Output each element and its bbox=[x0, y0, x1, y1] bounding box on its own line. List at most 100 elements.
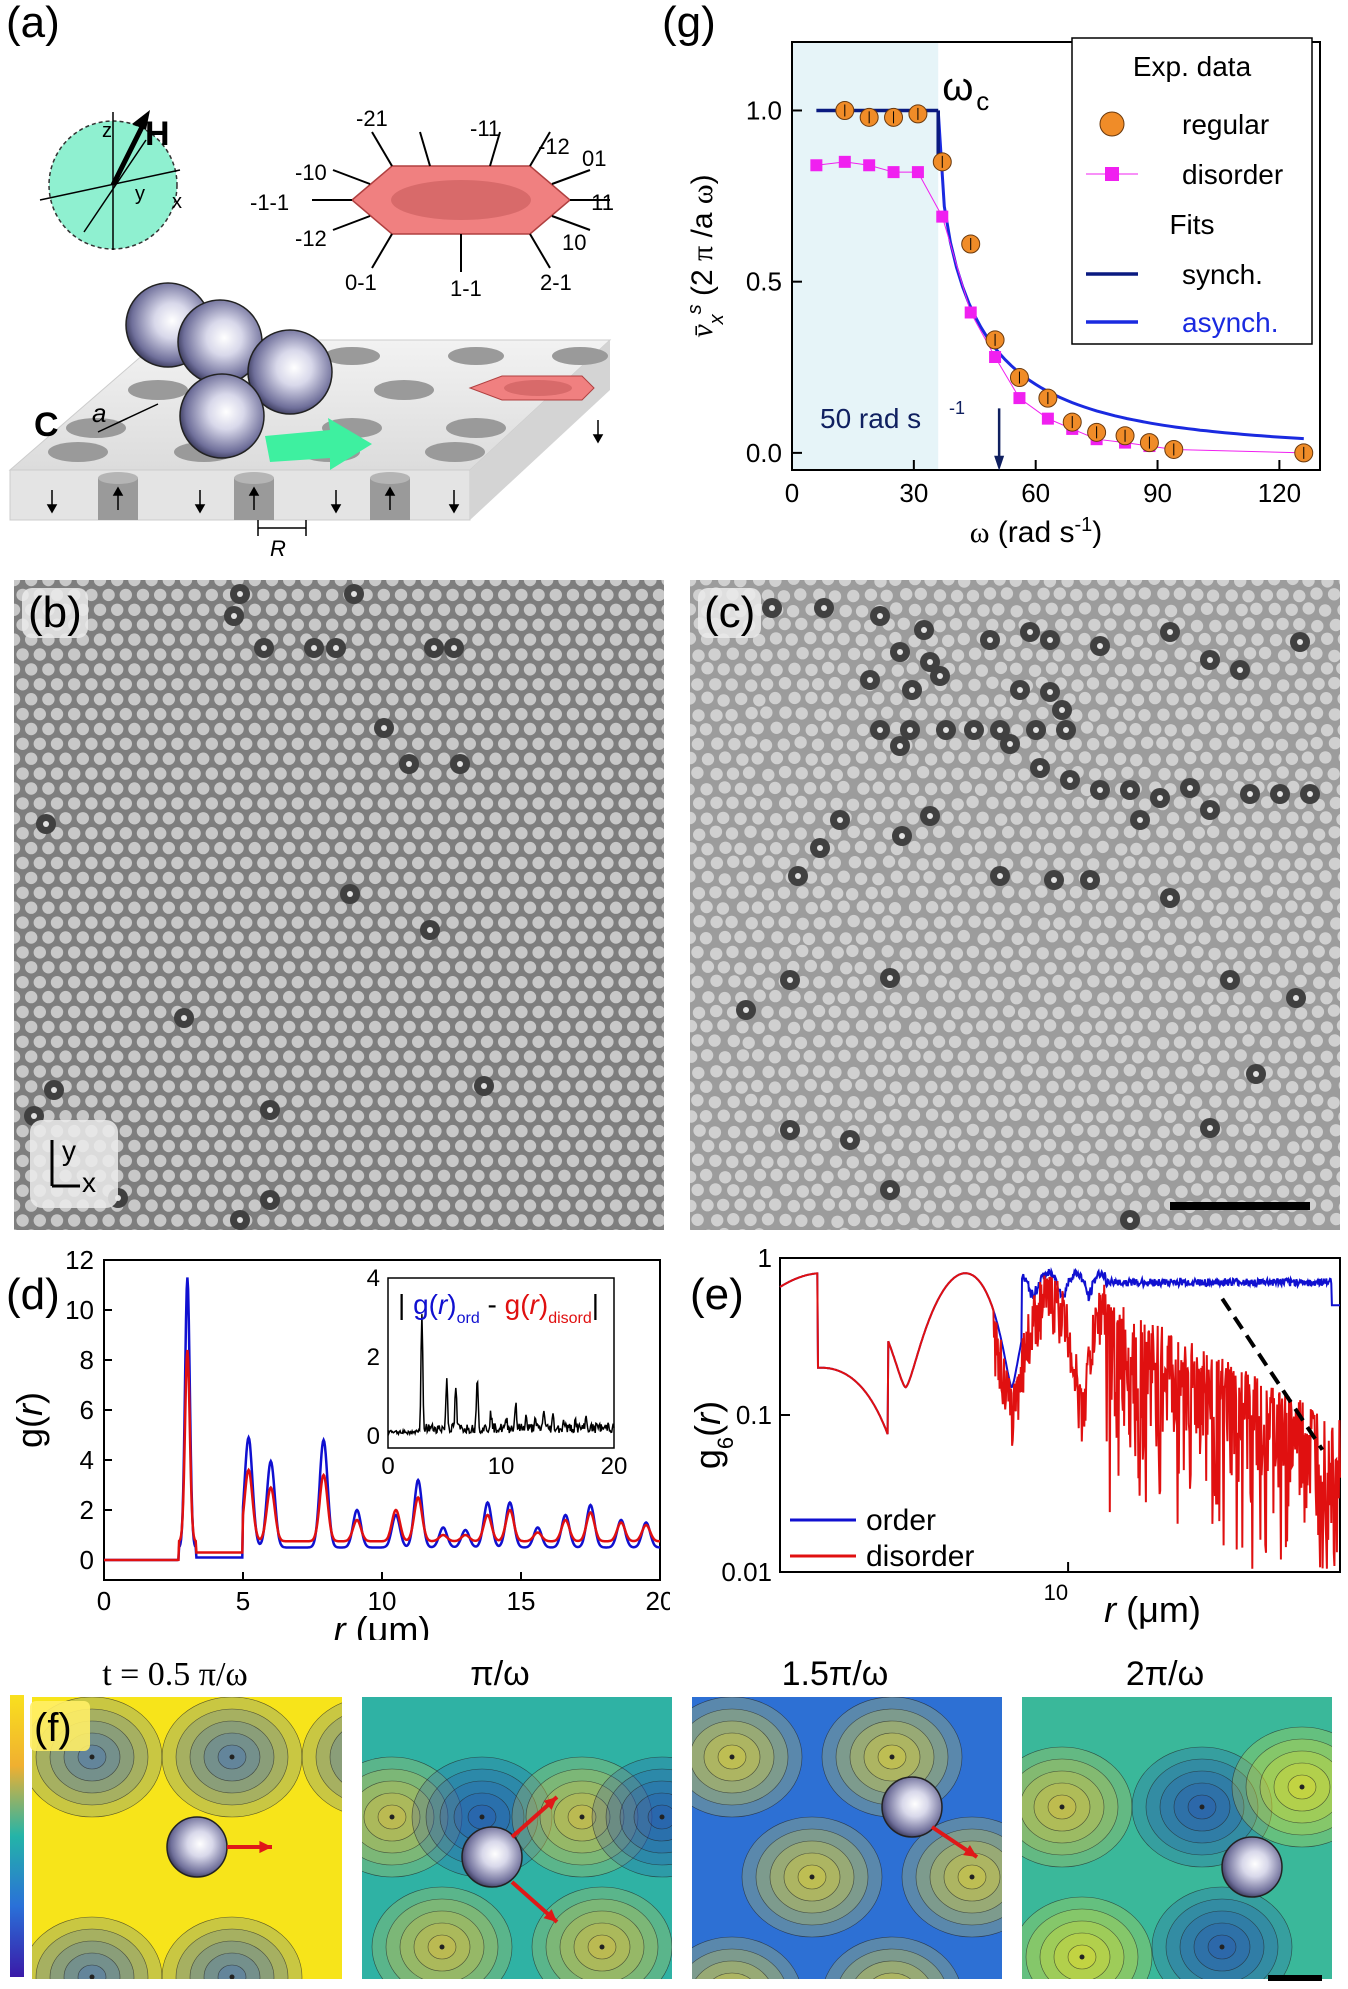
panel-label-g: (g) bbox=[662, 0, 716, 47]
y-tick-label: 2 bbox=[80, 1495, 94, 1525]
disorder-point bbox=[838, 155, 851, 168]
svg-text:-10: -10 bbox=[295, 160, 327, 185]
x-tick-label: 0 bbox=[97, 1586, 111, 1616]
y-tick-label: 1.0 bbox=[746, 95, 782, 125]
legend-disorder: disorder bbox=[866, 1540, 974, 1573]
disorder-curve bbox=[104, 1349, 660, 1562]
marker-arrowhead bbox=[994, 455, 1005, 471]
inset-x-tick-label: 10 bbox=[488, 1453, 515, 1480]
spheres bbox=[125, 282, 333, 459]
arrow-label: 50 rad s bbox=[820, 403, 921, 434]
x-tick-label: 5 bbox=[236, 1586, 250, 1616]
legend-header-exp: Exp. data bbox=[1133, 51, 1252, 82]
x-tick-label: 30 bbox=[899, 478, 928, 508]
lattice-label: C bbox=[34, 406, 59, 444]
colorbar bbox=[10, 1695, 24, 1977]
radius-label: R bbox=[270, 536, 286, 560]
time-label-1: t = 0.5 π/ω bbox=[102, 1656, 248, 1693]
inset-y-tick-label: 4 bbox=[367, 1265, 380, 1292]
axis-y-label: y bbox=[135, 183, 145, 205]
axes-indicator-b: y x bbox=[30, 1120, 118, 1208]
panel-a: (a) z y x H bbox=[0, 0, 620, 560]
disorder-point bbox=[887, 166, 900, 179]
energy-map bbox=[692, 1697, 1002, 1979]
y-tick-label: 0.1 bbox=[736, 1400, 772, 1430]
panel-label-d: (d) bbox=[6, 1270, 60, 1319]
micrograph-b: (b) y x bbox=[14, 580, 664, 1230]
panel-f: t = 0.5 π/ω π/ω 1.5π/ω 2π/ω (f) bbox=[0, 1645, 1348, 1989]
svg-text:1-1: 1-1 bbox=[450, 276, 482, 301]
disorder-point bbox=[810, 159, 823, 172]
field-label: H bbox=[145, 115, 170, 153]
x-axis-label: r (μm) bbox=[334, 1609, 431, 1640]
micrograph-c: (c) bbox=[690, 580, 1340, 1230]
energy-map bbox=[362, 1697, 672, 1979]
svg-text:10: 10 bbox=[562, 230, 586, 255]
arrow-label-exp: -1 bbox=[949, 398, 965, 418]
energy-map bbox=[32, 1697, 342, 1979]
critical-sub: c bbox=[976, 86, 989, 116]
svg-text:-11: -11 bbox=[470, 116, 500, 141]
svg-text:y: y bbox=[62, 1135, 76, 1166]
svg-text:-1-1: -1-1 bbox=[250, 190, 289, 215]
x-axis-label: r (μm) bbox=[1104, 1589, 1201, 1630]
order-curve bbox=[104, 1277, 661, 1562]
hexagon-directions: -21 -11 -12 01 11 10 2-1 1-1 0-1 -12 -1-… bbox=[250, 106, 614, 301]
legend-disorder-marker bbox=[1105, 167, 1119, 181]
y-tick-label: 1 bbox=[758, 1243, 772, 1273]
disorder-point bbox=[936, 210, 949, 223]
particle-sphere bbox=[166, 1816, 228, 1878]
energy-map bbox=[1022, 1697, 1332, 1979]
inset-y-tick-label: 0 bbox=[367, 1423, 380, 1450]
disorder-connector bbox=[816, 161, 1304, 454]
particle-sphere bbox=[1221, 1836, 1283, 1898]
svg-text:x: x bbox=[82, 1167, 96, 1198]
svg-text:11: 11 bbox=[591, 190, 614, 215]
field-arrow bbox=[110, 121, 147, 187]
legend-regular: regular bbox=[1182, 109, 1269, 140]
spacing-label: a bbox=[92, 398, 106, 428]
disorder-point bbox=[863, 159, 876, 172]
inset-y-tick-label: 2 bbox=[367, 1344, 380, 1371]
legend-asynch: asynch. bbox=[1182, 307, 1279, 338]
chart-g: 0 30 60 90 120 0.0 0.5 1.0 ω (rad s-1) v̄xs (2 π … bbox=[684, 37, 1321, 549]
y-axis-label: g6(r) bbox=[687, 1401, 738, 1469]
x-tick-label: 90 bbox=[1143, 478, 1172, 508]
legend-synch: synch. bbox=[1182, 259, 1263, 290]
particle-sphere bbox=[881, 1776, 943, 1838]
svg-text:-12: -12 bbox=[538, 134, 570, 159]
time-label-3: 1.5π/ω bbox=[782, 1655, 889, 1693]
y-tick-label: 8 bbox=[80, 1345, 94, 1375]
scale-bar-f bbox=[1268, 1975, 1322, 1981]
y-tick-label: 0 bbox=[80, 1545, 94, 1575]
y-tick-label: 10 bbox=[65, 1295, 94, 1325]
panel-label-c: (c) bbox=[698, 588, 762, 638]
inset-x-tick-label: 0 bbox=[381, 1453, 394, 1480]
time-label-2: π/ω bbox=[470, 1655, 529, 1693]
svg-text:-12: -12 bbox=[295, 226, 327, 251]
x-axis-label: ω (rad s-1) bbox=[970, 514, 1103, 549]
disorder-curve bbox=[779, 1272, 1341, 1569]
legend-order: order bbox=[866, 1504, 936, 1537]
particle-sphere bbox=[461, 1826, 523, 1888]
y-tick-label: 12 bbox=[65, 1245, 94, 1275]
panel-label-a: (a) bbox=[6, 0, 60, 47]
x-tick-label: 0 bbox=[785, 478, 799, 508]
x-tick-label: 20 bbox=[646, 1586, 670, 1616]
svg-text:2-1: 2-1 bbox=[540, 270, 572, 295]
x-tick-label: 10 bbox=[368, 1586, 397, 1616]
disorder-point bbox=[989, 351, 1002, 364]
legend-disorder: disorder bbox=[1182, 159, 1283, 190]
panel-label-f: (f) bbox=[34, 1706, 72, 1750]
inset-difference-curve bbox=[387, 1314, 615, 1437]
legend-header-fits: Fits bbox=[1169, 209, 1214, 240]
disorder-point bbox=[911, 166, 924, 179]
y-tick-label: 6 bbox=[80, 1395, 94, 1425]
svg-text:01: 01 bbox=[582, 146, 606, 171]
y-tick-label: 0.0 bbox=[746, 438, 782, 468]
powerlaw-guide bbox=[1220, 1297, 1325, 1451]
schematic-a: z y x H -2 bbox=[8, 106, 614, 560]
x-tick-label: 15 bbox=[507, 1586, 536, 1616]
